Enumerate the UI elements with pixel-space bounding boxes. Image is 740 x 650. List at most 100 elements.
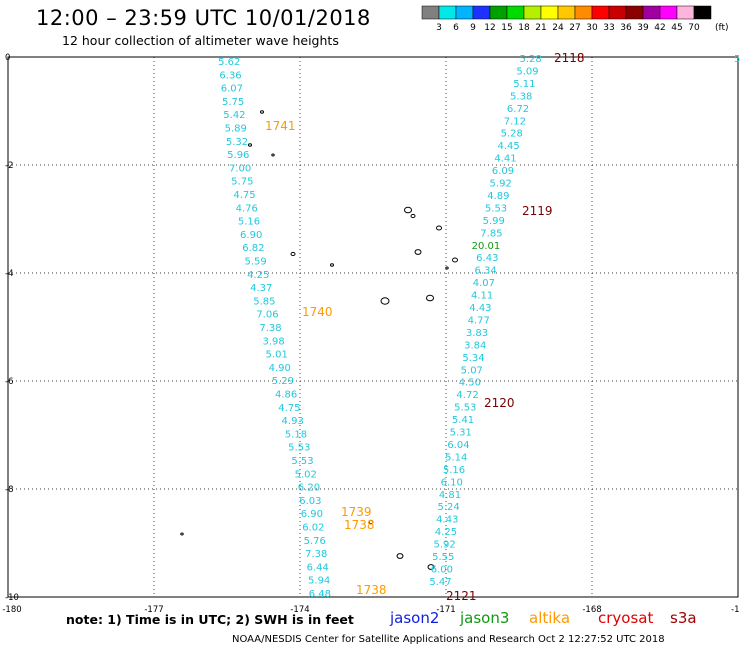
island-outline — [290, 251, 296, 257]
swh-value: 5.53 — [454, 403, 476, 414]
pass-time-label: 1738 — [356, 583, 387, 597]
swh-value: 4.45 — [497, 141, 519, 152]
swh-value: 5.55 — [432, 552, 454, 563]
credit-line: NOAA/NESDIS Center for Satellite Applica… — [232, 634, 665, 645]
color-swatch — [557, 5, 576, 20]
pass-time-label: 2121 — [446, 589, 477, 603]
swh-value: 6.44 — [307, 562, 329, 573]
color-scale-label: 18 — [518, 23, 530, 33]
swh-value: 4.43 — [436, 515, 458, 526]
swh-value: 5.99 — [483, 216, 505, 227]
island-outline — [410, 213, 416, 219]
color-swatch — [659, 5, 678, 20]
color-scale-label: 39 — [637, 23, 649, 33]
island-outline — [180, 532, 184, 536]
color-scale-label: 42 — [654, 23, 665, 33]
pass-time-label: 2120 — [484, 396, 515, 410]
swh-value: 5.41 — [452, 415, 474, 426]
swh-value: 7.00 — [229, 163, 251, 174]
swh-value: 4.93 — [282, 416, 304, 427]
swh-value: 4.90 — [269, 363, 291, 374]
color-swatch — [438, 5, 457, 20]
pass-time-label: 1741 — [265, 119, 296, 133]
swh-value: 5.75 — [222, 97, 244, 108]
swh-value: 5.28 — [519, 54, 541, 65]
swh-value: 5.75 — [231, 177, 253, 188]
color-swatch — [421, 5, 440, 20]
legend-jason2: jason2 — [390, 609, 440, 627]
pass-time-label: 1740 — [302, 305, 333, 319]
latitude-tick: -10 — [5, 593, 19, 603]
color-scale-label: 21 — [535, 23, 546, 33]
swh-value: 5.34 — [462, 353, 484, 364]
longitude-tick: -177 — [144, 605, 163, 615]
swh-value: 5.09 — [516, 66, 538, 77]
swh-value: 7.38 — [305, 549, 327, 560]
swh-value: 4.76 — [236, 203, 258, 214]
swh-value: 4.07 — [473, 278, 495, 289]
latitude-tick: -6 — [5, 377, 13, 387]
color-swatch — [608, 5, 627, 20]
swh-value: 5.01 — [266, 350, 288, 361]
island-outline — [445, 266, 449, 270]
swh-value: 3.83 — [466, 328, 488, 339]
swh-value: 4.25 — [435, 527, 457, 538]
island-outline — [436, 225, 442, 231]
swh-value: 5.29 — [272, 376, 294, 387]
swh-value: 6.48 — [309, 589, 331, 600]
legend-cryosat: cryosat — [598, 609, 654, 627]
swh-value: 5.94 — [308, 576, 330, 587]
color-swatch — [625, 5, 644, 20]
color-swatch — [489, 5, 508, 20]
color-swatch — [591, 5, 610, 20]
island-outline — [426, 294, 434, 302]
color-scale-label: 27 — [569, 23, 580, 33]
swh-value: 6.90 — [301, 509, 323, 520]
latitude-tick: -2 — [5, 161, 13, 171]
swh-value: 4.89 — [487, 191, 509, 202]
swh-value: 7.85 — [480, 228, 502, 239]
color-swatch — [574, 5, 593, 20]
swh-value: 5.11 — [513, 79, 535, 90]
swh-value: 4.37 — [250, 283, 272, 294]
island-outlines — [180, 110, 458, 570]
color-swatch — [642, 5, 661, 20]
swh-value: 6.04 — [447, 440, 469, 451]
swh-value: 6.20 — [298, 483, 320, 494]
color-scale-unit: (ft) — [715, 23, 729, 33]
island-outline — [368, 519, 374, 525]
swh-value-edge: 5 — [734, 54, 740, 65]
swh-value: 5.42 — [223, 110, 245, 121]
swh-value: 5.92 — [490, 179, 512, 190]
map-title: 12:00 – 23:59 UTC 10/01/2018 — [36, 6, 371, 30]
color-scale-label: 6 — [453, 23, 459, 33]
island-outline — [427, 564, 435, 570]
legend-jason3: jason3 — [460, 609, 510, 627]
map-subtitle: 12 hour collection of altimeter wave hei… — [62, 33, 339, 48]
latitude-tick: -8 — [5, 485, 13, 495]
swh-value: 4.41 — [494, 154, 516, 165]
color-scale-bar: 3 6 9 12 15 18 21 24 27 30 33 36 39 42 45 70 (ft) — [421, 5, 729, 33]
color-scale-label: 45 — [671, 23, 682, 33]
swh-value: 5.53 — [485, 203, 507, 214]
swh-value: 4.25 — [247, 270, 269, 281]
swh-value: 5.31 — [450, 428, 472, 439]
swh-value: 5.18 — [285, 429, 307, 440]
swh-value: 5.62 — [218, 57, 240, 68]
swh-value: 5.38 — [510, 91, 532, 102]
swh-value: 20.01 — [472, 241, 501, 252]
legend-altika: altika — [529, 609, 571, 627]
swh-value: 5.53 — [288, 443, 310, 454]
swh-value: 6.00 — [431, 564, 453, 575]
color-scale-label: 70 — [688, 23, 700, 33]
island-outline — [271, 153, 275, 157]
swh-value: 6.09 — [492, 166, 514, 177]
swh-value: 6.07 — [221, 84, 243, 95]
swh-value: 6.10 — [441, 477, 463, 488]
swh-value: 6.90 — [240, 230, 262, 241]
swh-value: 7.06 — [256, 310, 278, 321]
swh-value: 5.24 — [438, 502, 460, 513]
swh-value: 6.02 — [302, 523, 324, 534]
swh-value: 5.59 — [244, 257, 266, 268]
swh-value: 5.96 — [227, 150, 249, 161]
